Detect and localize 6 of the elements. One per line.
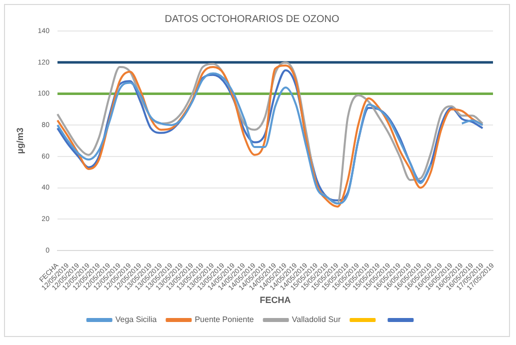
- legend-label: Puente Poniente: [194, 315, 254, 324]
- y-axis-title: µg/m3: [14, 128, 25, 154]
- chart-title: DATOS OCTOHORARIOS DE OZONO: [164, 14, 340, 25]
- legend-label: Valladolid Sur: [292, 315, 341, 324]
- x-axis-title: FECHA: [260, 295, 292, 306]
- legend-label: Vega Sicilia: [115, 315, 158, 324]
